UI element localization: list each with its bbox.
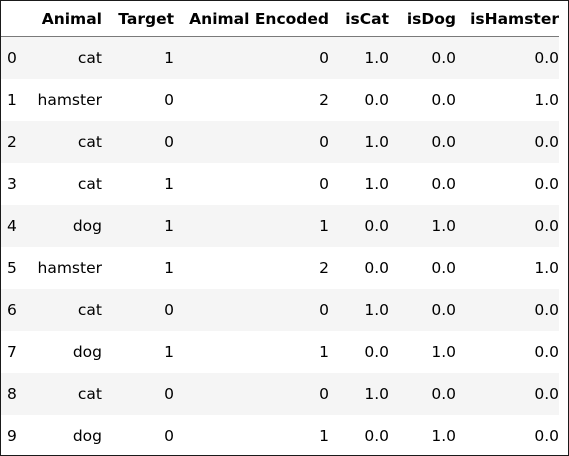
cell-animal: cat [77, 300, 102, 319]
cell-animal: cat [77, 174, 102, 193]
cell-target: 0 [164, 384, 174, 403]
table-row: 1 hamster 0 2 0.0 0.0 1.0 [1, 78, 559, 121]
cell-animal: hamster [37, 258, 102, 277]
cell-ishamster: 1.0 [534, 90, 559, 109]
table-row: 2 cat 0 0 1.0 0.0 0.0 [1, 120, 559, 163]
header-isdog: isDog [389, 1, 456, 37]
cell-iscat: 1.0 [364, 300, 389, 319]
row-index: 1 [7, 90, 17, 109]
row-index: 0 [7, 48, 17, 67]
cell-animal: cat [77, 48, 102, 67]
cell-ishamster: 0.0 [534, 384, 559, 403]
cell-target: 1 [164, 48, 174, 67]
cell-ishamster: 0.0 [534, 426, 559, 445]
cell-iscat: 0.0 [364, 90, 389, 109]
cell-animal: hamster [37, 90, 102, 109]
cell-animal-encoded: 0 [319, 174, 329, 193]
row-index: 6 [7, 300, 17, 319]
cell-iscat: 0.0 [364, 216, 389, 235]
row-index: 7 [7, 342, 17, 361]
cell-isdog: 1.0 [431, 216, 456, 235]
cell-iscat: 1.0 [364, 384, 389, 403]
table-row: 7 dog 1 1 0.0 1.0 0.0 [1, 330, 559, 373]
table-body: 0 cat 1 0 1.0 0.0 0.0 1 hamster 0 2 0.0 … [1, 36, 559, 455]
table-row: 4 dog 1 1 0.0 1.0 0.0 [1, 204, 559, 247]
cell-target: 1 [164, 342, 174, 361]
cell-isdog: 0.0 [431, 384, 456, 403]
cell-target: 1 [164, 174, 174, 193]
cell-animal-encoded: 2 [319, 258, 329, 277]
cell-isdog: 0.0 [431, 132, 456, 151]
header-index [1, 1, 29, 37]
row-index: 4 [7, 216, 17, 235]
cell-isdog: 0.0 [431, 90, 456, 109]
cell-isdog: 0.0 [431, 174, 456, 193]
header-animal: Animal [29, 1, 102, 37]
row-index: 3 [7, 174, 17, 193]
cell-isdog: 0.0 [431, 48, 456, 67]
cell-animal-encoded: 1 [319, 426, 329, 445]
cell-ishamster: 0.0 [534, 342, 559, 361]
cell-isdog: 1.0 [431, 342, 456, 361]
cell-ishamster: 0.0 [534, 300, 559, 319]
dataframe-table: Animal Target Animal Encoded isCat isDog… [1, 1, 559, 455]
cell-animal-encoded: 0 [319, 300, 329, 319]
header-animal-encoded: Animal Encoded [174, 1, 329, 37]
cell-animal-encoded: 0 [319, 132, 329, 151]
cell-animal-encoded: 1 [319, 342, 329, 361]
header-iscat: isCat [329, 1, 389, 37]
cell-isdog: 1.0 [431, 426, 456, 445]
cell-iscat: 0.0 [364, 342, 389, 361]
cell-isdog: 0.0 [431, 300, 456, 319]
table-row: 6 cat 0 0 1.0 0.0 0.0 [1, 288, 559, 331]
cell-ishamster: 0.0 [534, 174, 559, 193]
header-ishamster: isHamster [456, 1, 559, 37]
cell-target: 0 [164, 90, 174, 109]
cell-iscat: 1.0 [364, 174, 389, 193]
cell-animal: cat [77, 384, 102, 403]
cell-ishamster: 0.0 [534, 216, 559, 235]
cell-iscat: 1.0 [364, 48, 389, 67]
cell-animal-encoded: 0 [319, 48, 329, 67]
cell-iscat: 0.0 [364, 426, 389, 445]
table-row: 5 hamster 1 2 0.0 0.0 1.0 [1, 246, 559, 289]
cell-target: 0 [164, 132, 174, 151]
table-header: Animal Target Animal Encoded isCat isDog… [1, 1, 559, 37]
row-index: 5 [7, 258, 17, 277]
table-row: 8 cat 0 0 1.0 0.0 0.0 [1, 372, 559, 415]
table-row: 0 cat 1 0 1.0 0.0 0.0 [1, 36, 559, 79]
header-row: Animal Target Animal Encoded isCat isDog… [1, 1, 559, 37]
row-index: 8 [7, 384, 17, 403]
cell-animal-encoded: 0 [319, 384, 329, 403]
cell-animal: cat [77, 132, 102, 151]
cell-target: 0 [164, 300, 174, 319]
cell-iscat: 0.0 [364, 258, 389, 277]
cell-target: 1 [164, 258, 174, 277]
table-row: 9 dog 0 1 0.0 1.0 0.0 [1, 414, 559, 455]
cell-ishamster: 0.0 [534, 132, 559, 151]
cell-target: 0 [164, 426, 174, 445]
cell-animal: dog [72, 216, 102, 235]
cell-animal-encoded: 1 [319, 216, 329, 235]
cell-target: 1 [164, 216, 174, 235]
cell-ishamster: 0.0 [534, 48, 559, 67]
cell-iscat: 1.0 [364, 132, 389, 151]
table-row: 3 cat 1 0 1.0 0.0 0.0 [1, 162, 559, 205]
cell-isdog: 0.0 [431, 258, 456, 277]
row-index: 2 [7, 132, 17, 151]
cell-animal-encoded: 2 [319, 90, 329, 109]
cell-ishamster: 1.0 [534, 258, 559, 277]
header-target: Target [102, 1, 174, 37]
cell-animal: dog [72, 426, 102, 445]
row-index: 9 [7, 426, 17, 445]
cell-animal: dog [72, 342, 102, 361]
